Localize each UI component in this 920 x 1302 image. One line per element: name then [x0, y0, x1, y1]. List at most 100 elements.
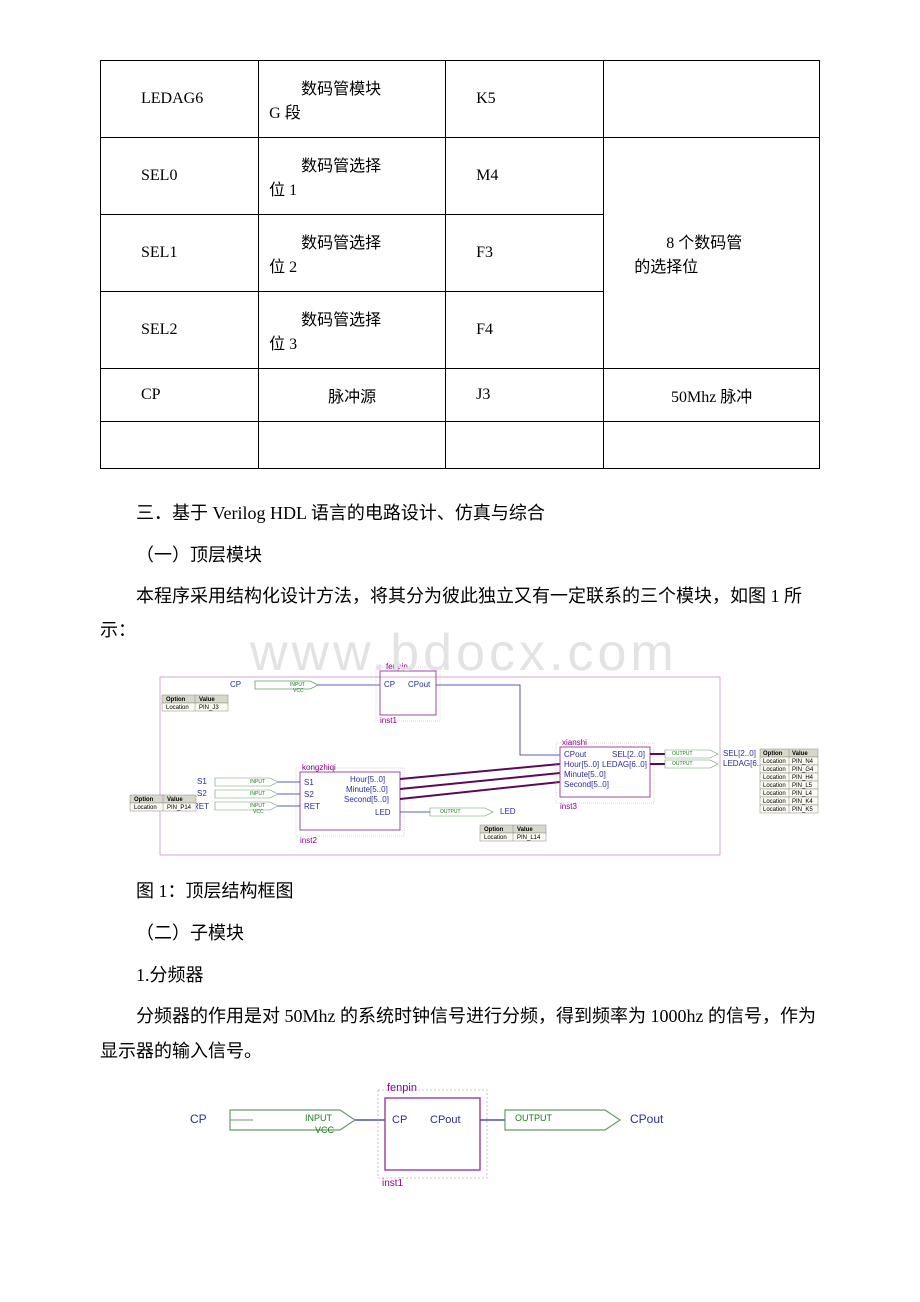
- svg-text:Location: Location: [763, 807, 786, 813]
- svg-text:PIN_K5: PIN_K5: [792, 807, 813, 813]
- diagram-2-svg: CP INPUT VCC fenpin CP CPout inst1 OUTPU…: [150, 1078, 690, 1188]
- cell-pin: J3: [446, 369, 604, 422]
- svg-text:OUTPUT: OUTPUT: [672, 751, 693, 757]
- svg-text:PIN_L4: PIN_L4: [792, 791, 813, 797]
- output-pin-icon: OUTPUT: [430, 808, 493, 816]
- svg-text:SEL[2..0]: SEL[2..0]: [723, 749, 756, 758]
- table-row: SEL0 数码管选择 位 1 M4 8 个数码管 的选择位: [101, 138, 820, 215]
- cell-pin: K5: [446, 61, 604, 138]
- svg-text:VCC: VCC: [293, 688, 304, 694]
- cell-name: SEL1: [101, 215, 259, 292]
- svg-text:S2: S2: [197, 789, 207, 798]
- input-pin-icon: INPUT VCC: [230, 1110, 355, 1135]
- svg-text:VCC: VCC: [315, 1125, 335, 1135]
- svg-text:Value: Value: [199, 697, 215, 703]
- paragraph-2: 分频器的作用是对 50Mhz 的系统时钟信号进行分频，得到频率为 1000hz …: [100, 999, 820, 1067]
- svg-text:Location: Location: [166, 705, 189, 711]
- table-row-empty: [101, 422, 820, 469]
- svg-text:CPout: CPout: [564, 750, 587, 759]
- svg-text:INPUT: INPUT: [305, 1113, 333, 1123]
- cell-pin: F3: [446, 215, 604, 292]
- cell-note: [604, 61, 820, 138]
- fenpin-block: fenpin CP CPout inst1: [376, 662, 440, 725]
- cell-note: 50Mhz 脉冲: [604, 369, 820, 422]
- svg-text:VCC: VCC: [253, 809, 264, 815]
- xianshi-block: xianshi CPout Hour[5..0] Minute[5..0] Se…: [556, 738, 654, 811]
- cell-desc: 脉冲源: [259, 369, 446, 422]
- svg-text:OUTPUT: OUTPUT: [515, 1113, 553, 1123]
- svg-text:INPUT: INPUT: [250, 791, 265, 797]
- port-out-label: CPout: [430, 1114, 461, 1126]
- input-cp-label: CP: [190, 1112, 207, 1126]
- svg-text:inst3: inst3: [560, 802, 577, 811]
- fenpin-module-diagram: CP INPUT VCC fenpin CP CPout inst1 OUTPU…: [100, 1078, 820, 1188]
- svg-text:Location: Location: [763, 791, 786, 797]
- cell-name: SEL2: [101, 292, 259, 369]
- cell-desc: 数码管选择 位 2: [259, 215, 446, 292]
- svg-text:Minute[5..0]: Minute[5..0]: [564, 770, 606, 779]
- svg-text:PIN_G4: PIN_G4: [792, 767, 814, 773]
- svg-text:Location: Location: [763, 759, 786, 765]
- svg-text:Option: Option: [763, 751, 783, 757]
- cell-name: LEDAG6: [101, 61, 259, 138]
- cell-name: CP: [101, 369, 259, 422]
- svg-text:CPout: CPout: [408, 680, 431, 689]
- svg-text:Option: Option: [484, 827, 504, 833]
- cell-name: SEL0: [101, 138, 259, 215]
- svg-text:Second[5..0]: Second[5..0]: [564, 780, 609, 789]
- svg-text:Option: Option: [166, 697, 186, 703]
- cell-desc: 数码管模块 G 段: [259, 61, 446, 138]
- svg-text:PIN_P14: PIN_P14: [167, 805, 192, 811]
- svg-text:fenpin: fenpin: [386, 662, 408, 671]
- svg-text:S2: S2: [304, 790, 314, 799]
- output-cpout-label: CPout: [630, 1112, 664, 1126]
- option-table-cp: Option Value Location PIN_J3: [162, 695, 228, 711]
- cell-desc: 数码管选择 位 3: [259, 292, 446, 369]
- svg-text:Value: Value: [167, 797, 183, 803]
- inst-label: inst1: [382, 1178, 404, 1188]
- item-1-heading: 1.分频器: [100, 961, 820, 987]
- option-table-ret: Option Value Location PIN_P14: [130, 795, 196, 811]
- svg-text:PIN_J3: PIN_J3: [199, 705, 219, 711]
- svg-text:inst2: inst2: [300, 836, 317, 845]
- svg-text:Minute[5..0]: Minute[5..0]: [346, 785, 388, 794]
- svg-text:Location: Location: [134, 805, 157, 811]
- svg-text:xianshi: xianshi: [562, 738, 587, 747]
- cell-pin: F4: [446, 292, 604, 369]
- svg-text:CP: CP: [384, 680, 395, 689]
- kongzhiqi-block: kongzhiqi S1 S2 RET Hour[5..0] Minute[5.…: [296, 763, 404, 845]
- svg-text:PIN_H4: PIN_H4: [792, 775, 814, 781]
- svg-text:PIN_N4: PIN_N4: [792, 759, 814, 765]
- subsection-2-heading: （二）子模块: [100, 919, 820, 945]
- output-pin-icon: OUTPUT: [505, 1110, 620, 1130]
- svg-text:kongzhiqi: kongzhiqi: [302, 763, 336, 772]
- input-pin-icon: INPUT INPUT INPUT VCC: [215, 778, 278, 815]
- table-row: CP 脉冲源 J3 50Mhz 脉冲: [101, 369, 820, 422]
- svg-text:Value: Value: [517, 827, 533, 833]
- svg-text:Hour[5..0]: Hour[5..0]: [564, 760, 599, 769]
- top-level-block-diagram: www.bdocx.com CP INPUT VCC Option Value …: [100, 657, 820, 867]
- cell-desc: 数码管选择 位 1: [259, 138, 446, 215]
- svg-text:INPUT: INPUT: [250, 779, 265, 785]
- option-table-led: Option Value Location PIN_L14: [480, 825, 546, 841]
- svg-text:Value: Value: [792, 751, 808, 757]
- port-in-label: CP: [392, 1114, 407, 1126]
- svg-text:OUTPUT: OUTPUT: [672, 761, 693, 767]
- svg-text:Location: Location: [763, 767, 786, 773]
- svg-text:LED: LED: [375, 808, 391, 817]
- svg-text:Location: Location: [763, 783, 786, 789]
- svg-text:PIN_L14: PIN_L14: [517, 835, 541, 841]
- svg-text:Second[5..0]: Second[5..0]: [344, 795, 389, 804]
- option-table-ledag: Option Value Location PIN_N4 Location PIN_G…: [760, 749, 818, 813]
- svg-text:LEDAG[6..0]: LEDAG[6..0]: [602, 760, 647, 769]
- svg-text:PIN_K4: PIN_K4: [792, 799, 813, 805]
- svg-text:S1: S1: [304, 778, 314, 787]
- pin-assignment-table: LEDAG6 数码管模块 G 段 K5 SEL0 数码管选择 位 1 M4 8 …: [100, 60, 820, 469]
- svg-text:inst1: inst1: [380, 716, 397, 725]
- diagram-1-svg: CP INPUT VCC Option Value Location PIN_J…: [100, 657, 820, 867]
- paragraph-1: 本程序采用结构化设计方法，将其分为彼此独立又有一定联系的三个模块，如图 1 所示…: [100, 579, 820, 647]
- svg-text:S1: S1: [197, 777, 207, 786]
- svg-text:Hour[5..0]: Hour[5..0]: [350, 775, 385, 784]
- cell-pin: M4: [446, 138, 604, 215]
- output-pin-icon: OUTPUT OUTPUT: [665, 750, 718, 768]
